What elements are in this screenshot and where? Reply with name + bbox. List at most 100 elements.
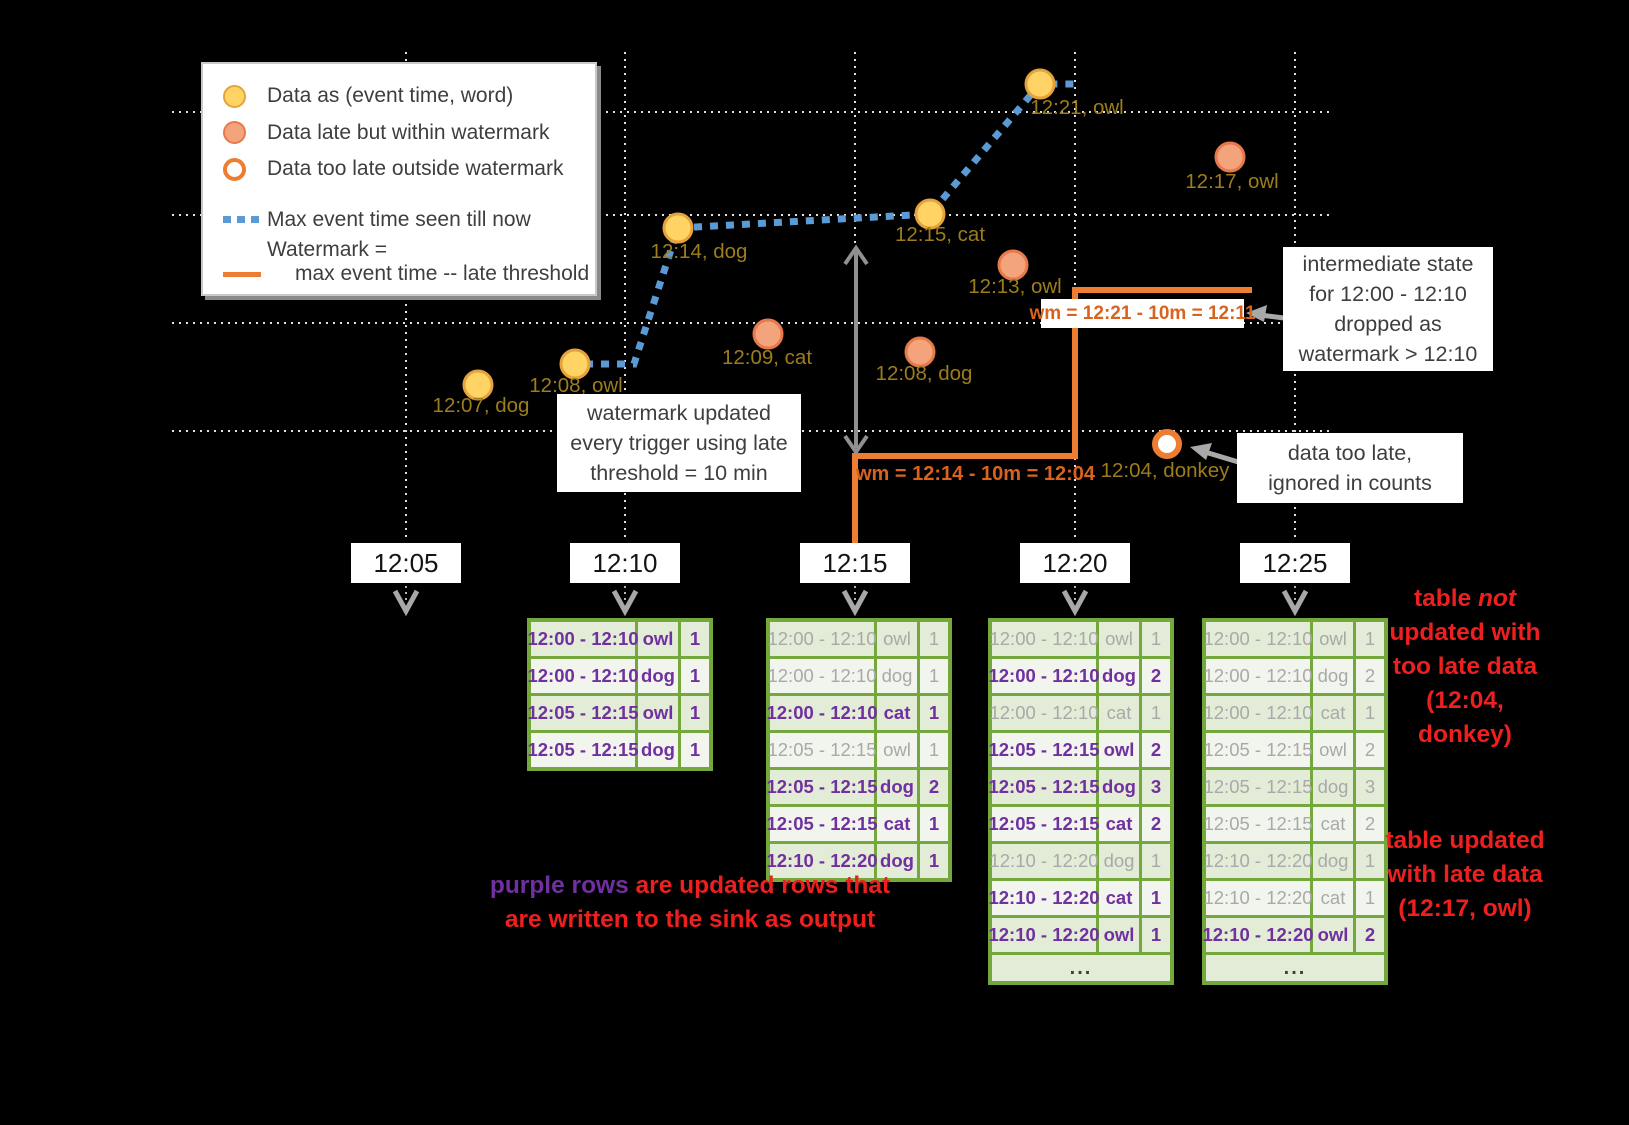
word-cell: dog — [1313, 770, 1353, 804]
legend-label: Watermark = — [267, 238, 387, 262]
window-cell: 12:00 - 12:10 — [1203, 659, 1313, 693]
window-cell: 12:00 - 12:10 — [767, 622, 877, 656]
watermark-formula-2: wm = 12:21 - 10m = 12:11 — [1029, 299, 1256, 328]
point-12:14-dog — [662, 212, 694, 244]
window-cell: 12:05 - 12:15 — [1203, 733, 1313, 767]
result-table-12:20: 12:00 - 12:10 owl 1 12:00 - 12:10 dog 2 … — [988, 618, 1174, 985]
note-line: data too late, — [1287, 441, 1413, 465]
legend-item-watermark: Watermark = max event time -- late thres… — [223, 238, 589, 286]
axis-label-12:15: 12:15 — [800, 543, 910, 583]
word-cell: owl — [877, 733, 917, 767]
more-rows-ellipsis: ... — [1206, 955, 1384, 981]
note-line: table updated — [1385, 827, 1545, 854]
note-line: are written to the sink as output — [504, 906, 876, 933]
point-12:15-cat — [914, 198, 946, 230]
note-line: intermediate state — [1302, 252, 1474, 276]
window-cell: 12:05 - 12:15 — [988, 733, 1100, 767]
count-cell: 3 — [1142, 770, 1170, 804]
word-cell: dog — [877, 844, 917, 878]
window-cell: 12:10 - 12:20 — [988, 918, 1100, 952]
word-cell: cat — [1313, 881, 1353, 915]
data-point-label: 12:21, owl — [1030, 96, 1124, 119]
count-cell: 1 — [920, 807, 948, 841]
count-cell: 2 — [1356, 733, 1384, 767]
word-cell: dog — [638, 659, 678, 693]
count-cell: 2 — [1142, 733, 1170, 767]
note-table-updated-late: table updated with late data (12:17, owl… — [1380, 824, 1550, 926]
window-cell: 12:05 - 12:15 — [988, 770, 1100, 804]
note-line: threshold = 10 min — [590, 461, 768, 485]
legend-label: Data too late outside watermark — [267, 157, 564, 181]
word-cell: cat — [877, 696, 917, 730]
window-cell: 12:00 - 12:10 — [766, 696, 878, 730]
point-12:08-dog — [904, 336, 936, 368]
legend-item-on-time: Data as (event time, word) — [223, 78, 587, 115]
late-dot-icon — [223, 121, 246, 145]
word-cell: owl — [1099, 918, 1139, 952]
window-cell: 12:00 - 12:10 — [989, 696, 1099, 730]
legend-label: Data late but within watermark — [267, 120, 550, 144]
legend-label: Max event time seen till now — [267, 207, 531, 231]
window-cell: 12:05 - 12:15 — [527, 696, 639, 730]
more-rows-ellipsis: ... — [992, 955, 1170, 981]
axis-label-12:25: 12:25 — [1240, 543, 1350, 583]
count-cell: 1 — [1142, 696, 1170, 730]
on-time-dot-icon — [223, 84, 246, 108]
window-cell: 12:05 - 12:15 — [1203, 770, 1313, 804]
legend-item-too-late: Data too late outside watermark — [223, 151, 587, 188]
window-cell: 12:00 - 12:10 — [1203, 622, 1313, 656]
note-line: (12:04, donkey) — [1418, 687, 1512, 748]
arrowhead-down-icon — [392, 589, 420, 617]
count-cell: 1 — [1356, 622, 1384, 656]
arrowhead-down-icon — [843, 434, 869, 456]
legend-spacer — [223, 188, 587, 202]
arrowhead-left-icon — [1190, 443, 1212, 460]
window-cell: 12:00 - 12:10 — [988, 659, 1100, 693]
legend-item-max-event-time: Max event time seen till now — [223, 201, 587, 238]
window-cell: 12:10 - 12:20 — [988, 881, 1100, 915]
count-cell: 1 — [920, 622, 948, 656]
note-line: dropped as — [1334, 312, 1442, 336]
intermediate-state-arrow — [1246, 305, 1285, 322]
count-cell: 1 — [681, 696, 709, 730]
window-cell: 12:00 - 12:10 — [989, 622, 1099, 656]
too-late-ring-icon — [223, 157, 246, 181]
point-12:21-owl — [1024, 68, 1056, 100]
note-watermark-updated: watermark updated every trigger using la… — [557, 394, 801, 492]
legend-label: Data as (event time, word) — [267, 84, 514, 108]
note-data-too-late: data too late, ignored in counts — [1237, 433, 1463, 503]
watermark-formula-1: wm = 12:14 - 10m = 12:04 — [856, 463, 1096, 485]
point-12:07-dog — [462, 369, 494, 401]
count-cell: 1 — [920, 659, 948, 693]
data-point-label: 12:04, donkey — [1100, 459, 1230, 482]
legend: Data as (event time, word) Data late but… — [201, 62, 597, 296]
count-cell: 1 — [1356, 696, 1384, 730]
count-cell: 1 — [920, 696, 948, 730]
word-cell: dog — [1313, 844, 1353, 878]
word-cell: owl — [877, 622, 917, 656]
word-cell: owl — [1099, 733, 1139, 767]
note-line: watermark > 12:10 — [1298, 342, 1478, 366]
result-table-12:25: 12:00 - 12:10 owl 1 12:00 - 12:10 dog 2 … — [1202, 618, 1388, 985]
window-cell: 12:10 - 12:20 — [1203, 844, 1313, 878]
point-12:13-owl — [997, 249, 1029, 281]
point-12:08-owl — [559, 348, 591, 380]
note-purple-rows: purple rows are updated rows that are wr… — [470, 869, 910, 937]
word-cell: owl — [1099, 622, 1139, 656]
data-point-label: 12:15, cat — [894, 223, 986, 246]
arrowhead-down-icon — [611, 589, 639, 617]
point-12:17-owl — [1214, 141, 1246, 173]
window-cell: 12:10 - 12:20 — [1202, 918, 1314, 952]
note-line: (12:17, owl) — [1398, 895, 1532, 922]
count-cell: 1 — [1356, 844, 1384, 878]
word-cell: dog — [877, 659, 917, 693]
note-line: every trigger using late — [570, 431, 788, 455]
count-cell: 3 — [1356, 770, 1384, 804]
window-cell: 12:00 - 12:10 — [767, 659, 877, 693]
note-line: too late data — [1392, 653, 1538, 680]
word-cell: cat — [1313, 807, 1353, 841]
arrowhead-down-icon — [841, 589, 869, 617]
window-cell: 12:05 - 12:15 — [766, 770, 878, 804]
word-cell: dog — [1313, 659, 1353, 693]
